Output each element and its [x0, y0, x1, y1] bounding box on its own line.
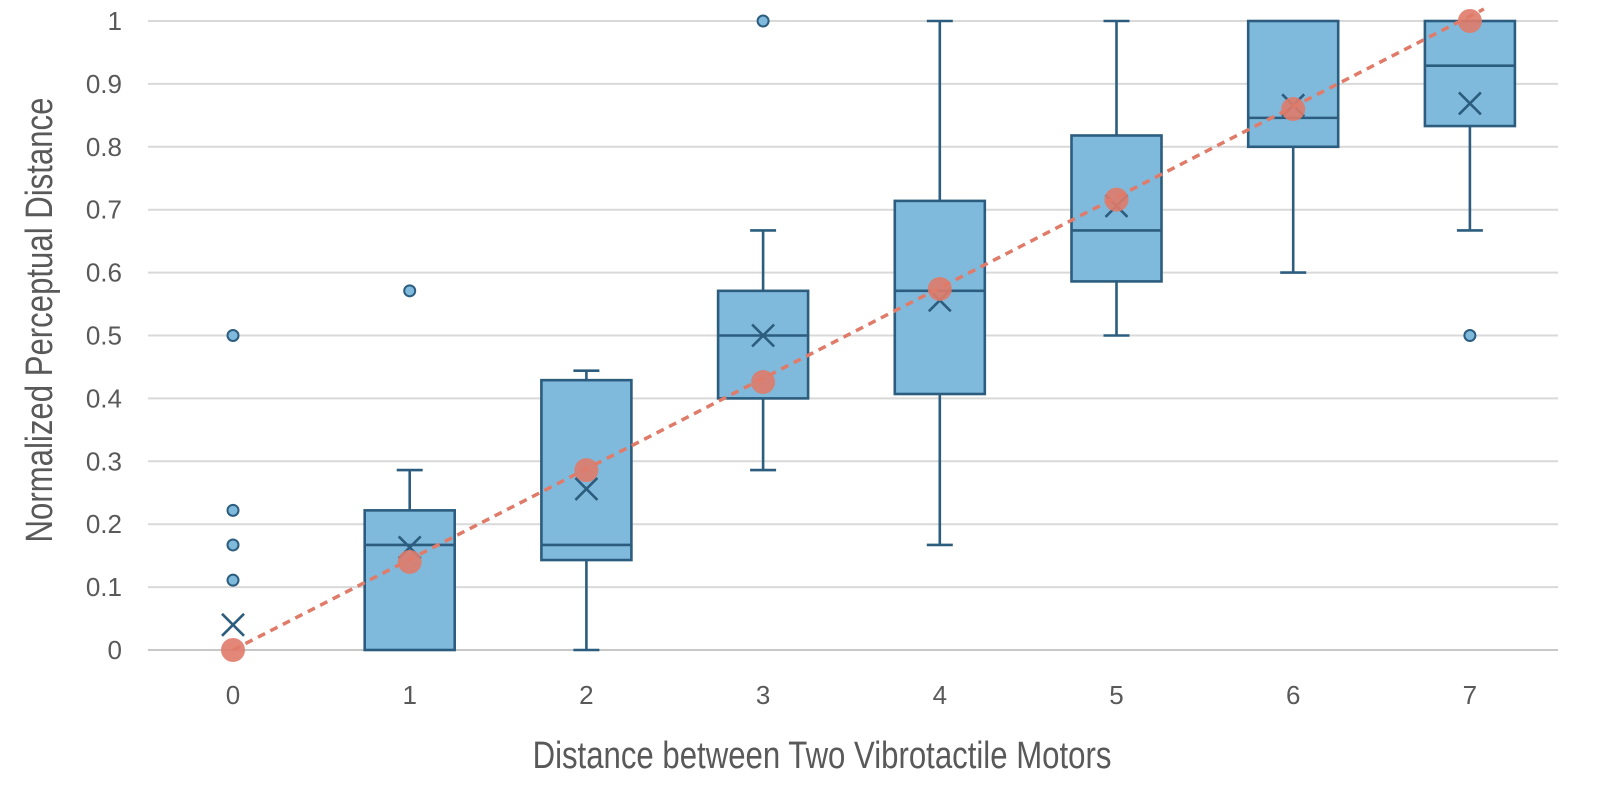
x-tick-label: 5	[1109, 680, 1123, 710]
y-axis-ticks: 0 0.1 0.2 0.3 0.4 0.5 0.6 0.7 0.8 0.9 1	[86, 6, 122, 665]
x-tick-label: 4	[933, 680, 947, 710]
x-tick-label: 0	[226, 680, 240, 710]
trend-point	[927, 276, 952, 301]
outlier-point	[226, 573, 240, 587]
outlier-point	[226, 329, 240, 342]
trend-series	[221, 7, 1485, 662]
y-tick-label: 0.7	[86, 195, 122, 225]
box-group	[363, 284, 457, 652]
trend-point	[574, 458, 599, 483]
outlier-point	[403, 284, 417, 298]
trend-point	[1281, 97, 1306, 122]
x-tick-label: 1	[402, 680, 416, 710]
y-tick-label: 0.9	[86, 69, 122, 99]
y-tick-label: 0.1	[86, 572, 122, 602]
box-iqr	[363, 509, 457, 652]
trend-point	[397, 549, 422, 574]
y-axis-title: Normalized Perceptual Distance	[19, 98, 61, 543]
y-tick-label: 0	[108, 635, 122, 665]
outlier-point	[226, 538, 240, 552]
box-group	[221, 329, 245, 637]
x-axis-ticks: 0 1 2 3 4 5 6 7	[226, 680, 1477, 710]
trend-point	[221, 638, 245, 662]
box-iqr	[1423, 19, 1517, 128]
trend-point	[751, 370, 776, 395]
box-group	[540, 369, 633, 652]
outlier-point	[756, 14, 770, 28]
box-group	[1246, 19, 1340, 274]
trend-line	[232, 7, 1485, 652]
y-tick-label: 0.3	[86, 446, 122, 476]
outlier-point	[1463, 329, 1477, 342]
y-tick-label: 0.5	[86, 321, 122, 351]
x-tick-label: 3	[756, 680, 770, 710]
x-tick-label: 7	[1463, 680, 1477, 710]
mean-marker	[574, 477, 599, 501]
x-tick-label: 6	[1286, 680, 1300, 710]
box-iqr	[1246, 19, 1340, 149]
outlier-point	[226, 503, 240, 517]
trend-point	[1104, 187, 1129, 212]
box-group	[1070, 19, 1163, 337]
mean-marker	[751, 323, 776, 348]
box-group	[1423, 19, 1517, 342]
x-tick-label: 2	[579, 680, 593, 710]
mean-marker	[1457, 91, 1482, 116]
y-tick-label: 0.2	[86, 509, 122, 539]
gridlines	[148, 20, 1558, 651]
y-tick-label: 0.6	[86, 258, 122, 288]
trend-point	[1457, 9, 1482, 33]
y-tick-label: 0.4	[86, 383, 122, 413]
y-tick-label: 1	[108, 6, 122, 36]
y-tick-label: 0.8	[86, 132, 122, 162]
boxes	[221, 14, 1517, 652]
mean-marker	[221, 612, 245, 637]
x-axis-title: Distance between Two Vibrotactile Motors	[533, 735, 1112, 777]
